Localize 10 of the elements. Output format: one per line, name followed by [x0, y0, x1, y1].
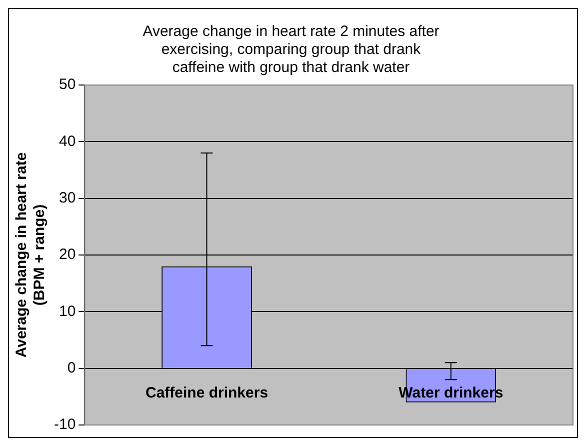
y-tick-label: -10: [54, 416, 76, 434]
y-tick-label: 50: [58, 76, 76, 94]
y-tick-label: 30: [58, 189, 76, 206]
x-tick-label: Caffeine drinkers: [145, 384, 268, 402]
y-tick-label: 0: [67, 359, 76, 376]
y-tick-label: 20: [58, 246, 76, 264]
y-tick-label: 10: [58, 302, 76, 320]
chart-title: Average change in heart rate 2 minutes after exercising, comparing group that drank caffeine with group that drank water: [142, 23, 440, 76]
y-axis-title: Average change in heart rate (BPM + range): [13, 152, 48, 358]
y-tick-label: 40: [58, 132, 76, 150]
